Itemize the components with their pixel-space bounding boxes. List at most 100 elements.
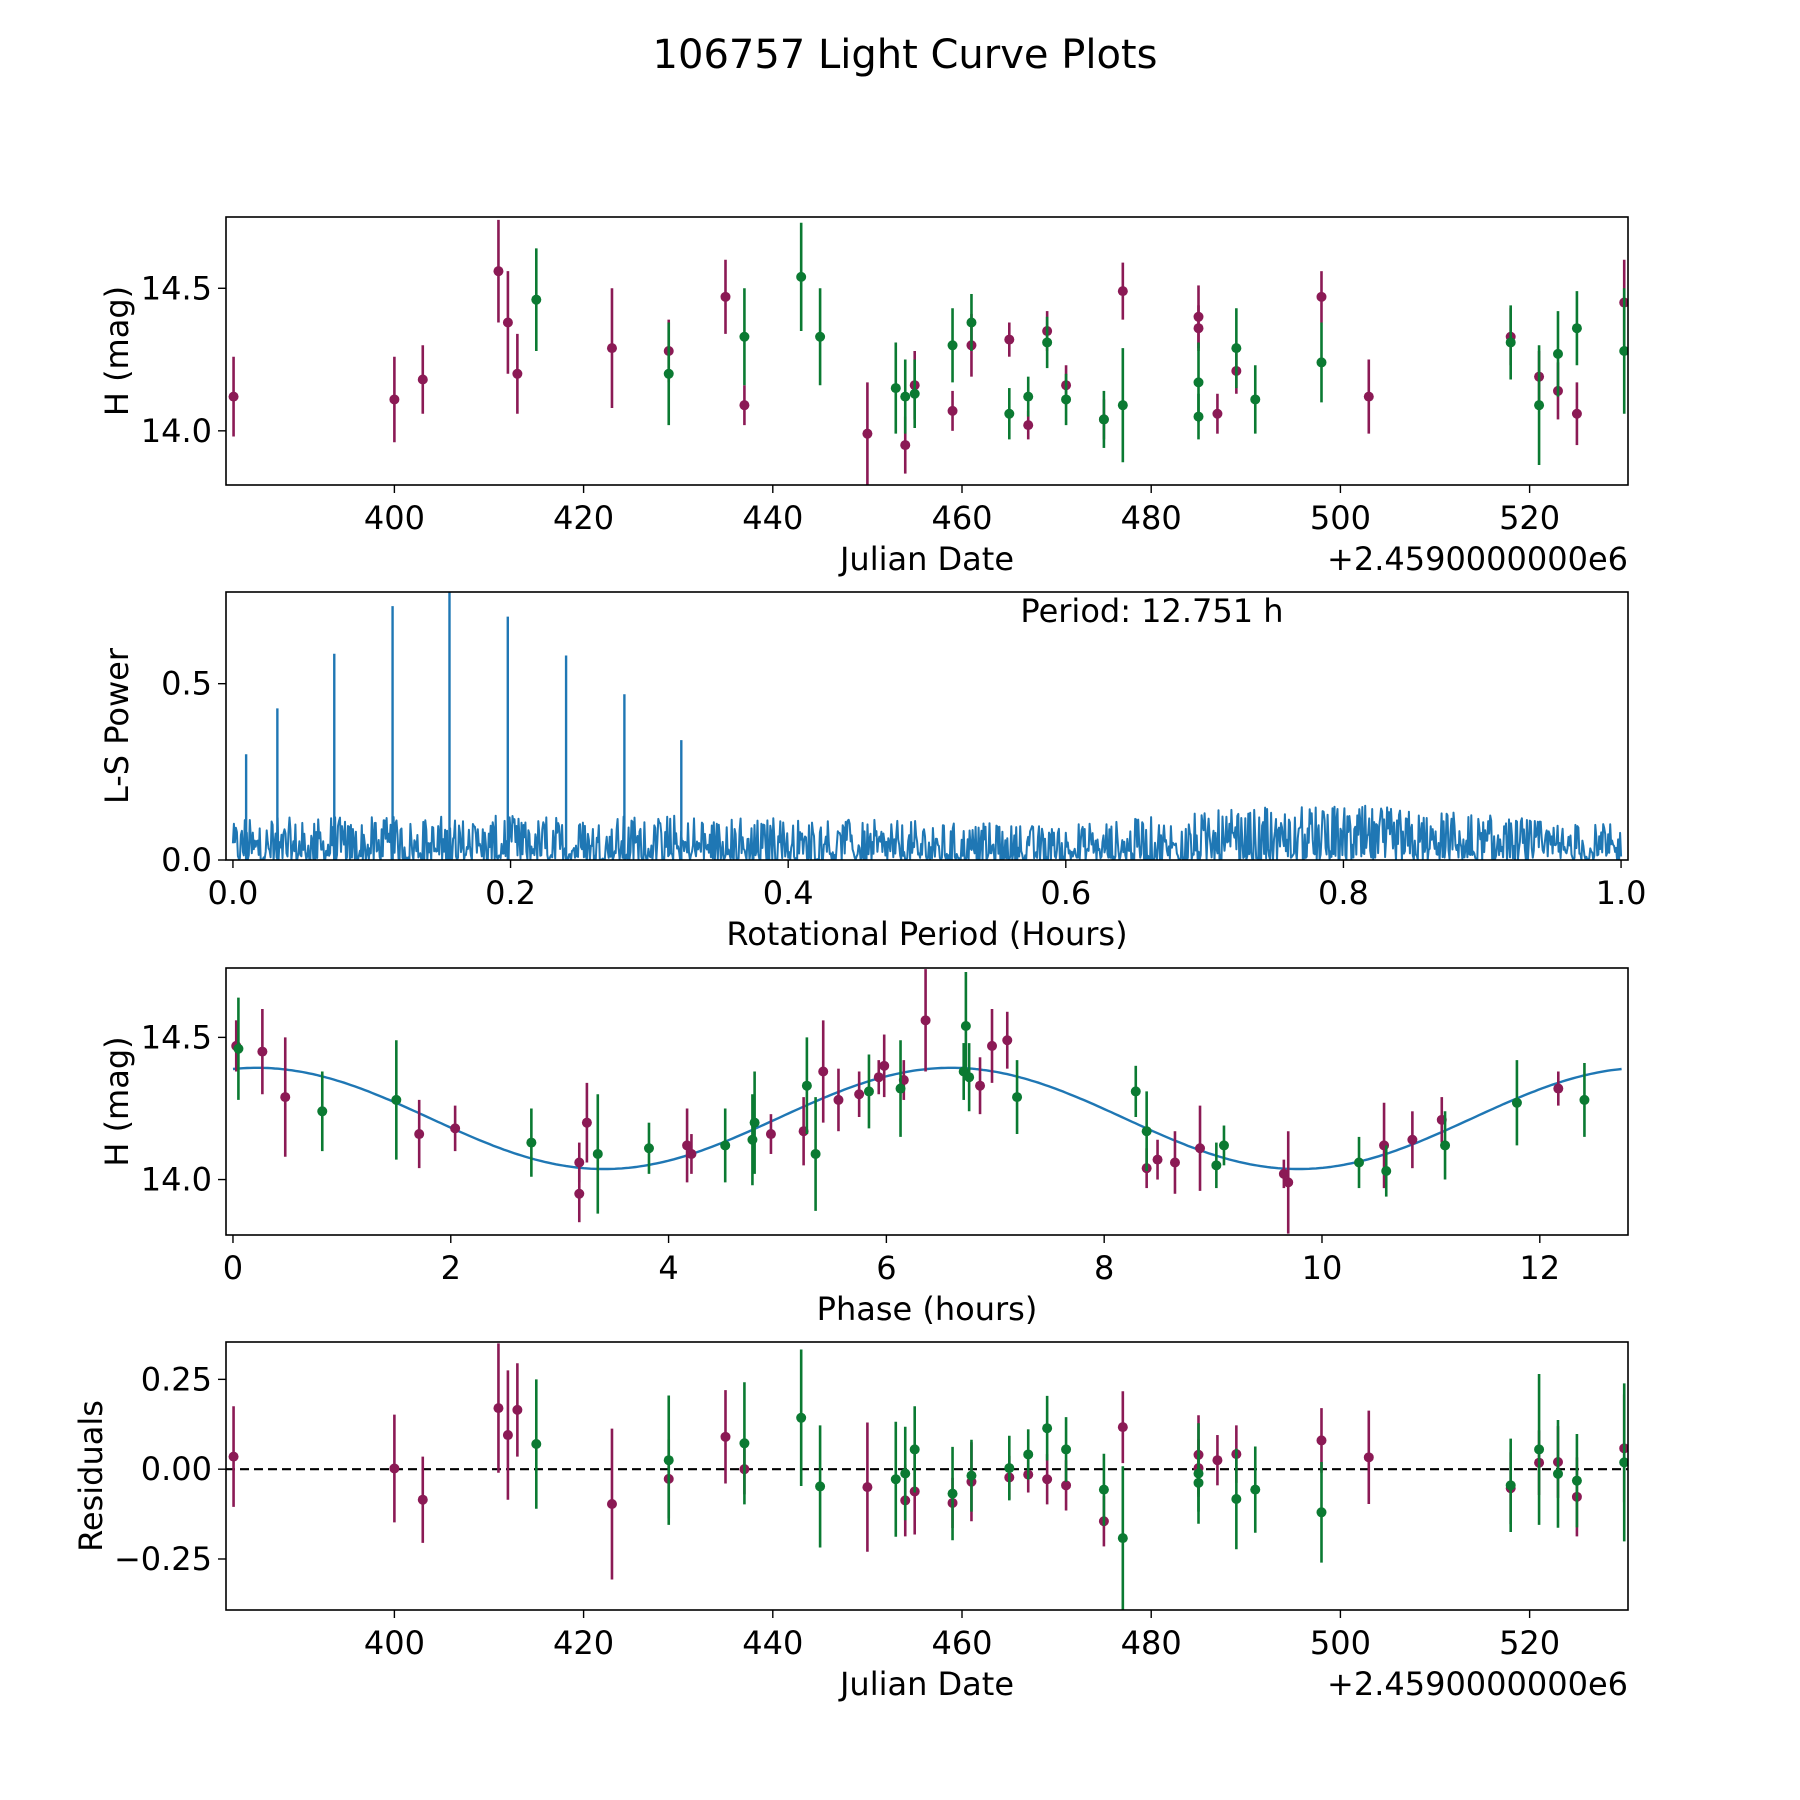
x-tick-label: 420 (553, 499, 614, 537)
y-tick-label: 14.0 (141, 412, 212, 450)
marker (879, 1060, 890, 1071)
axes-frame (225, 591, 1629, 861)
marker (890, 383, 901, 394)
residuals-panel: 400 420 440 460 480 500 520 −0.25 0.00 0.25 Julian… (72, 1341, 1629, 1703)
marker (909, 1444, 920, 1455)
marker (815, 1481, 826, 1492)
x-tick-label: 480 (1121, 1624, 1182, 1662)
x-tick-label: 4 (658, 1249, 678, 1287)
marker (1023, 420, 1034, 431)
marker (391, 1094, 402, 1105)
marker (947, 1488, 958, 1499)
x-tick-label: 460 (931, 1624, 992, 1662)
magenta-data-point (920, 969, 931, 1072)
marker (1004, 408, 1015, 419)
marker (1354, 1157, 1365, 1168)
axes-frame (225, 967, 1629, 1236)
green-data-point (796, 1349, 807, 1487)
marker (987, 1040, 998, 1051)
marker (1117, 1422, 1128, 1433)
green-data-point (1042, 316, 1053, 369)
green-data-point (1231, 308, 1242, 389)
green-data-point (815, 1425, 826, 1548)
green-data-point (964, 1043, 975, 1112)
marker (720, 291, 731, 302)
green-data-point (526, 1108, 537, 1177)
magenta-data-point (1004, 322, 1015, 357)
marker (417, 1494, 428, 1505)
magenta-data-point (1042, 1454, 1053, 1505)
marker (663, 368, 674, 379)
marker (686, 1148, 697, 1159)
green-data-point (663, 1395, 674, 1525)
marker (1250, 1484, 1261, 1495)
marker (900, 391, 911, 402)
magenta-data-point (1212, 393, 1223, 434)
marker (1042, 1474, 1053, 1485)
marker (512, 368, 523, 379)
magenta-data-point (417, 1456, 428, 1543)
green-data-point (1004, 1435, 1015, 1501)
green-data-point (958, 1043, 969, 1100)
green-data-point (966, 293, 977, 351)
green-data-point (1534, 345, 1545, 466)
marker (920, 1015, 931, 1026)
green-data-point (1571, 1433, 1582, 1528)
magenta-data-point (512, 1363, 523, 1457)
marker (1379, 1140, 1390, 1151)
magenta-data-point (512, 333, 523, 414)
x-tick-label: 0.6 (1040, 874, 1091, 912)
y-tick-label: 14.5 (141, 1018, 212, 1056)
marker (1534, 400, 1545, 411)
marker (739, 400, 750, 411)
marker (801, 1080, 812, 1091)
magenta-data-point (1195, 1105, 1206, 1191)
marker (1211, 1160, 1222, 1171)
y-axis-label: L-S Power (98, 647, 136, 804)
magenta-data-point (502, 1370, 513, 1500)
green-data-point (739, 1382, 750, 1505)
magenta-data-point (1152, 1139, 1163, 1180)
magenta-data-point (1212, 1435, 1223, 1486)
x-tick-label: 12 (1519, 1249, 1560, 1287)
x-tick-label: 440 (742, 499, 803, 537)
green-data-point (1193, 1454, 1204, 1512)
magenta-data-point (765, 1114, 776, 1154)
green-data-point (1211, 1142, 1222, 1189)
green-data-point (1117, 1466, 1128, 1610)
green-data-point (1534, 1373, 1545, 1525)
marker (1212, 1455, 1223, 1466)
magenta-data-point (389, 356, 400, 443)
y-axis-label: Residuals (72, 1400, 110, 1552)
marker (531, 294, 542, 305)
marker (1511, 1097, 1522, 1108)
magenta-data-point (1117, 1391, 1128, 1464)
marker (720, 1431, 731, 1442)
marker (1571, 323, 1582, 334)
magenta-data-point (606, 288, 617, 409)
marker (966, 317, 977, 328)
magenta-data-point (720, 1390, 731, 1484)
light-curve-plot-area (228, 219, 1628, 485)
marker (947, 405, 958, 416)
green-data-point (643, 1122, 654, 1174)
magenta-data-point (833, 1068, 844, 1132)
marker (1619, 1457, 1628, 1468)
marker (682, 1140, 693, 1151)
green-data-point (1061, 373, 1072, 426)
magenta-data-point (228, 356, 239, 437)
x-tick-label: 400 (364, 499, 425, 537)
x-tick-label: 2 (441, 1249, 461, 1287)
periodogram-noise-line (231, 804, 1623, 860)
magenta-data-point (818, 1020, 829, 1123)
marker (1098, 1484, 1109, 1495)
marker (531, 1439, 542, 1450)
marker (280, 1092, 291, 1103)
magenta-data-point (1571, 382, 1582, 446)
green-data-point (1218, 1125, 1229, 1166)
green-data-point (900, 359, 911, 434)
magenta-data-point (257, 1008, 268, 1095)
x-tick-label: 0.8 (1318, 874, 1369, 912)
marker (947, 340, 958, 351)
